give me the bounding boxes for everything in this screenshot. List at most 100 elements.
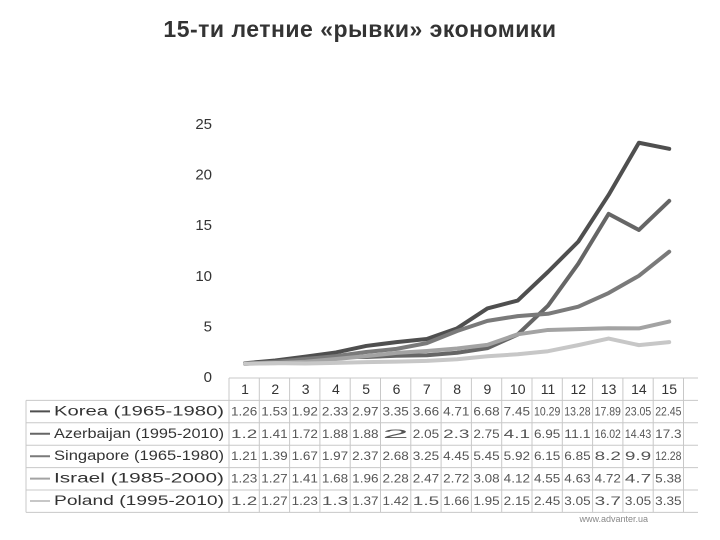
table-cell-value: 22.45 [655,404,682,418]
data-point [576,240,580,244]
data-point [485,346,489,350]
table-cell-value: 3.66 [413,404,440,418]
table-cell-value: 23.05 [625,404,652,418]
table-cell-value: 2.05 [413,427,440,441]
table-cell-value: 1.96 [352,472,379,486]
table-cell-value: 16.02 [595,427,622,441]
footer-url: www.advanter.ua [579,514,648,524]
y-tick-label: 20 [195,167,212,184]
table-cell-value: 1.27 [261,472,288,486]
slide-title: 15-ти летние «рывки» экономики [163,16,557,42]
table-cell-value: 4.55 [534,472,561,486]
y-tick-label: 5 [204,318,212,335]
data-point [394,340,399,344]
table-cell-value: 5.92 [504,449,531,463]
table-cell-value: 1.2 [231,494,258,508]
legend-label: Singapore (1965-1980) [54,448,224,463]
data-point [455,346,459,351]
table-cell-value: 1.95 [473,494,500,508]
table-cell-value: 12.28 [655,449,682,463]
x-tick-label: 10 [510,381,526,397]
data-point [425,349,429,353]
data-point [667,340,671,344]
data-point [485,343,489,347]
data-point [516,352,520,356]
x-tick-label: 9 [484,381,492,397]
table-cell-value: 4.45 [443,449,470,463]
data-point [455,357,459,361]
table-cell-value: 1.67 [292,449,319,463]
table-cell-value: 2.72 [443,472,470,486]
data-point [667,319,671,324]
table-cell-value: 2.45 [534,494,561,508]
table-cell-value: 1.23 [231,472,258,486]
data-point [364,344,368,348]
table-cell-value: 2.97 [352,404,379,418]
table-cell-value: 4.12 [504,472,531,486]
table-cell-value: 11.1 [564,427,591,441]
table-cell-value: 8.2 [595,449,622,463]
data-point [576,262,580,266]
table-cell-value: 1.3 [322,494,349,508]
table-cell-value: 1.42 [383,494,410,508]
x-tick-label: 4 [332,381,340,397]
table-cell-value: 3.35 [383,404,410,418]
data-point [243,362,247,366]
table-cell-value: 6.68 [473,404,500,418]
table-cell-value: 13.28 [564,404,591,418]
x-tick-label: 6 [393,381,401,397]
table-cell-value: 2.3 [443,427,470,441]
table-cell-value: 1.26 [231,404,258,418]
table-cell-value: 1.39 [261,449,288,463]
data-point [394,347,399,351]
data-point [667,147,671,151]
table-cell-value: 2 [383,427,411,441]
data-point [425,353,429,357]
table-cell-value: 3.35 [655,494,682,508]
data-point [637,228,641,232]
table-cell-value: 2.33 [322,404,349,418]
data-point [425,337,429,341]
y-tick-label: 15 [195,217,212,234]
table-cell-value: 3.05 [564,494,591,508]
data-point [607,212,611,216]
data-point [485,306,489,310]
data-point [667,199,671,203]
x-tick-label: 5 [362,381,370,397]
data-point [425,359,429,363]
table-cell-value: 6.95 [534,427,561,441]
table-cell-value: 1.5 [413,494,440,508]
table-cell-value: 1.23 [292,494,319,508]
x-tick-label: 13 [601,381,617,397]
data-point [607,291,611,295]
legend-label: Azerbaijan (1995-2010) [54,426,224,441]
data-point [546,304,550,308]
table-cell-value: 1.92 [292,404,319,418]
table-cell-value: 17.89 [595,404,622,418]
table-cell-value: 1.88 [322,427,349,441]
data-point [576,343,580,347]
data-point [546,312,550,316]
data-point [516,314,520,318]
data-point [546,349,550,353]
table-cell-value: 1.53 [261,404,288,418]
data-point [637,141,641,145]
x-tick-label: 3 [302,381,310,397]
table-cell-value: 4.72 [595,472,622,486]
table-cell-value: 4.1 [504,427,531,441]
data-point [607,336,611,341]
table-cell-value: 2.15 [504,494,531,508]
x-tick-label: 15 [661,381,677,397]
table-cell-value: 1.41 [261,427,288,441]
data-point [273,361,277,365]
data-point [576,327,580,331]
x-tick-label: 11 [541,381,556,397]
table-cell-value: 10.29 [534,404,561,418]
data-point [485,354,489,358]
data-point [667,250,671,254]
table-cell-value: 3.08 [473,472,500,486]
table-cell-value: 2.75 [473,427,500,441]
table-cell-value: 1.88 [352,427,379,441]
x-tick-label: 2 [271,381,279,397]
